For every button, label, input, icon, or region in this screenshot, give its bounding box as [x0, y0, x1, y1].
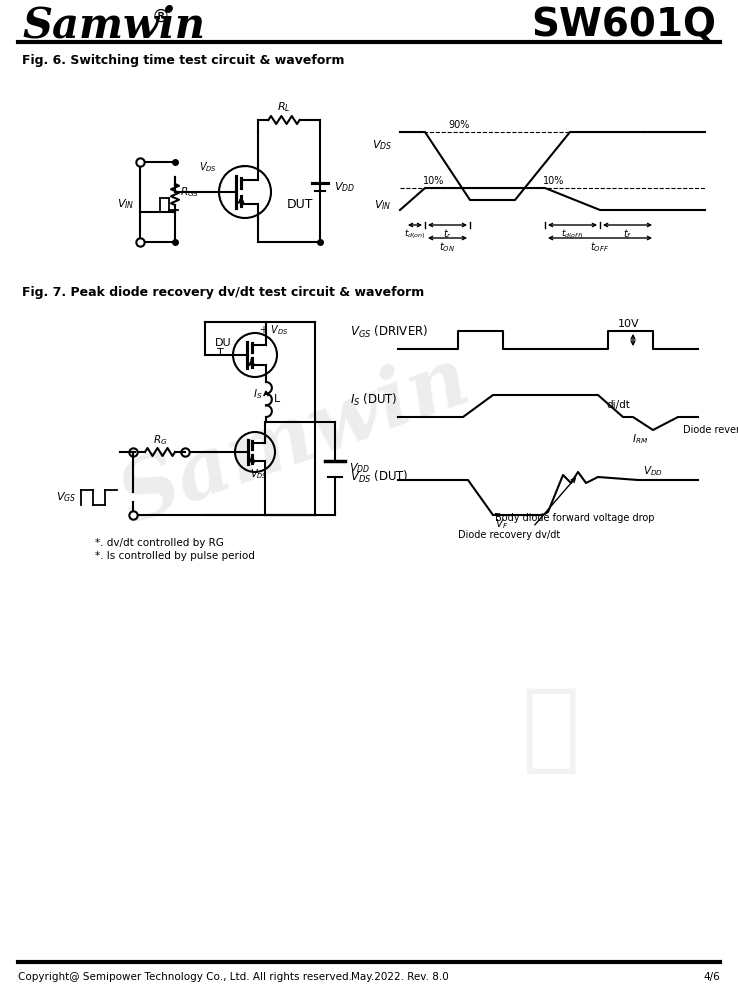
Text: 品: 品 [521, 684, 579, 776]
Text: $t_{OFF}$: $t_{OFF}$ [590, 240, 610, 254]
Text: $R_{GS}$: $R_{GS}$ [180, 185, 199, 199]
Text: 4/6: 4/6 [703, 972, 720, 982]
Text: $V_{GS}$ (DRIVER): $V_{GS}$ (DRIVER) [350, 324, 428, 340]
Text: $V_F$: $V_F$ [495, 517, 508, 531]
Text: L: L [274, 394, 280, 404]
Text: $V_{DS}$: $V_{DS}$ [199, 160, 217, 174]
Text: $t_{d(off)}$: $t_{d(off)}$ [562, 227, 584, 241]
Text: Fig. 6. Switching time test circuit & waveform: Fig. 6. Switching time test circuit & wa… [22, 54, 345, 67]
Text: $V_{GS}$: $V_{GS}$ [55, 490, 76, 504]
Text: Diode reverse current: Diode reverse current [683, 425, 738, 435]
Text: $+\ V_{DS}$: $+\ V_{DS}$ [259, 323, 289, 337]
Text: $V_{DD}$: $V_{DD}$ [349, 462, 370, 475]
Text: Samwin: Samwin [22, 4, 205, 46]
Text: $V_{IN}$: $V_{IN}$ [374, 198, 392, 212]
Text: $I_S$ (DUT): $I_S$ (DUT) [350, 392, 398, 408]
Text: $V_{DS}$: $V_{DS}$ [372, 138, 392, 152]
Text: May.2022. Rev. 8.0: May.2022. Rev. 8.0 [351, 972, 449, 982]
Text: *. Is controlled by pulse period: *. Is controlled by pulse period [95, 551, 255, 561]
Text: 90%: 90% [448, 120, 469, 130]
Text: *. dv/dt controlled by RG: *. dv/dt controlled by RG [95, 538, 224, 548]
Text: 10V: 10V [618, 319, 640, 329]
Text: DU: DU [215, 338, 232, 348]
Text: $t_{ON}$: $t_{ON}$ [439, 240, 455, 254]
Text: ®: ® [152, 8, 170, 26]
Text: SW601Q: SW601Q [531, 6, 716, 44]
Text: $V_{DS}$ (DUT): $V_{DS}$ (DUT) [350, 469, 408, 485]
Text: $V_{DD}$: $V_{DD}$ [643, 464, 663, 478]
Text: $t_r$: $t_r$ [443, 227, 452, 241]
Text: $t_f$: $t_f$ [623, 227, 632, 241]
Text: Fig. 7. Peak diode recovery dv/dt test circuit & waveform: Fig. 7. Peak diode recovery dv/dt test c… [22, 286, 424, 299]
Text: $V_{DD}$: $V_{DD}$ [334, 180, 355, 194]
Text: Diode recovery dv/dt: Diode recovery dv/dt [458, 530, 560, 540]
Text: $I_{RM}$: $I_{RM}$ [632, 432, 648, 446]
Text: $t_{d(on)}$: $t_{d(on)}$ [404, 227, 426, 241]
Text: di/dt: di/dt [606, 400, 630, 410]
Text: T: T [217, 348, 224, 358]
Text: DUT: DUT [287, 198, 314, 211]
Text: Body diode forward voltage drop: Body diode forward voltage drop [495, 513, 655, 523]
Text: $V_{IN}$: $V_{IN}$ [117, 197, 135, 211]
Text: Copyright@ Semipower Technology Co., Ltd. All rights reserved.: Copyright@ Semipower Technology Co., Ltd… [18, 972, 352, 982]
Text: $R_L$: $R_L$ [277, 100, 291, 114]
Text: 10%: 10% [543, 176, 565, 186]
Text: $V_{DS}$: $V_{DS}$ [250, 467, 268, 481]
Text: Samwin: Samwin [109, 340, 481, 540]
Text: $R_G$: $R_G$ [153, 433, 168, 447]
Text: 10%: 10% [423, 176, 444, 186]
Text: $I_S$: $I_S$ [252, 387, 262, 401]
